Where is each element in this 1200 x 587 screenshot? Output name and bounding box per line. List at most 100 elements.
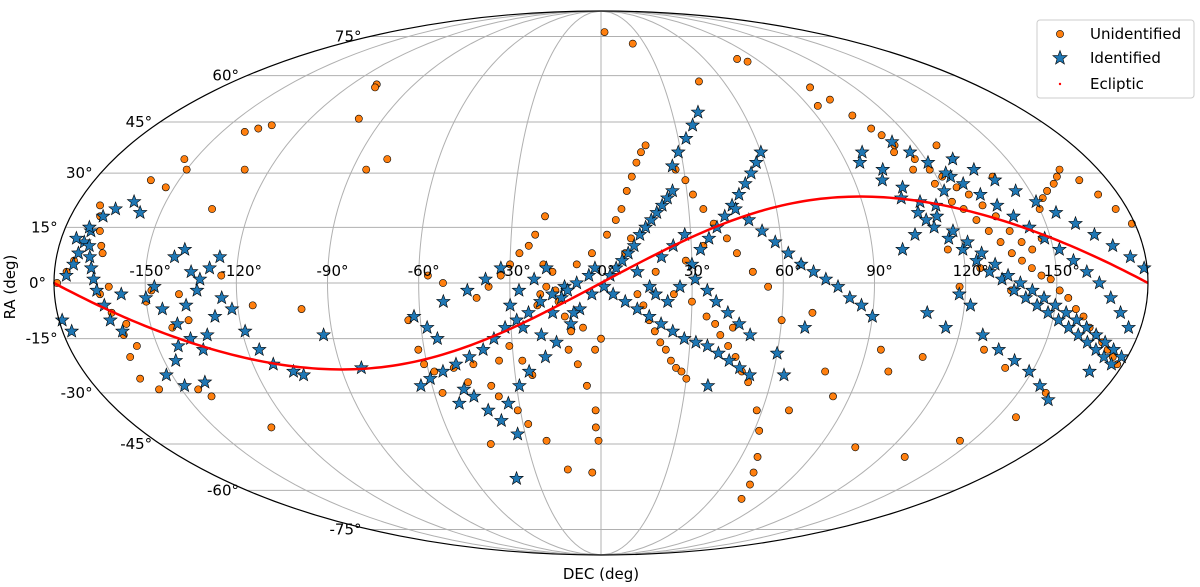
unidentified-point [591,423,600,432]
y-tick-label: -30° [61,384,93,402]
unidentified-point [267,121,276,130]
unidentified-point [826,95,834,104]
identified-point [910,204,926,220]
unidentified-point [207,392,216,401]
identified-point [654,197,670,212]
unidentified-point [560,312,569,321]
identified-point [987,172,1003,187]
identified-point [1047,297,1063,312]
unidentified-point [748,267,757,276]
identified-point [649,204,665,220]
identified-point [493,260,509,275]
unidentified-point [254,124,263,133]
identified-point [1079,334,1095,349]
unidentified-point [542,436,551,445]
identified-point [138,290,154,305]
unidentified-point [1072,305,1080,313]
unidentified-point [122,320,131,328]
identified-point [521,304,536,320]
identified-point [549,334,564,349]
identified-point [459,282,475,297]
identified-point [1097,334,1113,349]
identified-point [919,304,935,320]
unidentified-point [383,155,392,164]
identified-point [818,271,834,286]
y-tick-label: 60° [212,67,239,85]
identified-point [678,130,694,145]
identified-point [1008,183,1024,198]
unidentified-point [240,165,249,174]
unidentified-point [1028,245,1037,254]
unidentified-point [980,345,988,354]
identified-point [895,241,911,256]
identified-point [102,312,118,327]
identified-point [665,323,681,338]
unidentified-point [918,353,927,361]
identified-point [1012,275,1028,290]
unidentified-point [900,453,909,461]
identified-point [700,377,716,393]
identified-point [207,308,223,323]
identified-point [316,327,332,342]
identified-point [435,363,451,378]
y-tick-label: 30° [66,164,93,182]
unidentified-point [890,148,898,157]
identified-point [533,327,549,342]
identified-point [500,395,516,410]
unidentified-point [829,392,837,401]
identified-point [741,212,757,227]
identified-point [54,312,70,327]
unidentified-point [371,83,379,92]
identified-point [510,426,526,441]
unidentified-point [541,212,549,221]
identified-point [982,263,998,279]
unidentified-point [617,205,626,213]
identified-point [945,151,961,166]
identified-point [731,316,747,331]
unidentified-point [494,392,503,401]
unidentified-point [1049,179,1058,188]
identified-point [81,237,97,253]
unidentified-point [677,367,686,376]
unidentified-point [1001,363,1010,372]
identified-point [1036,290,1052,305]
identified-point [86,271,102,286]
unidentified-point [733,55,742,63]
identified-point [608,260,624,275]
identified-point [486,330,502,346]
identified-point [938,319,954,334]
identified-point [224,301,240,316]
y-tick-label: -45° [120,435,152,453]
unidentified-point [867,124,876,133]
identified-point [676,330,692,346]
identified-point [537,349,553,364]
identified-point [842,290,858,305]
unidentified-point [96,201,104,210]
unidentified-point [98,249,107,258]
y-tick-label: -75° [330,520,362,538]
identified-point [353,360,369,375]
identified-point [158,367,174,382]
identified-point [955,175,971,191]
identified-point [854,144,870,159]
x-tick-label: 0° [597,262,614,280]
unidentified-point [420,360,428,369]
unidentified-point [208,205,216,213]
identified-point [893,190,909,205]
unidentified-point [515,249,524,258]
identified-point [1018,290,1034,305]
y-tick-label: 45° [126,113,153,131]
identified-point [963,297,978,312]
identified-point [708,293,724,308]
identified-point [918,212,934,227]
identified-point [1065,252,1081,268]
legend-box [1036,19,1195,99]
identified-point [699,282,715,297]
identified-point [197,374,213,389]
identified-point [641,308,657,323]
legend-label-identified: Identified [1090,49,1161,67]
identified-point [451,395,467,410]
meridian-gridline [600,10,967,556]
unidentified-point [217,271,226,280]
identified-point [429,330,445,346]
